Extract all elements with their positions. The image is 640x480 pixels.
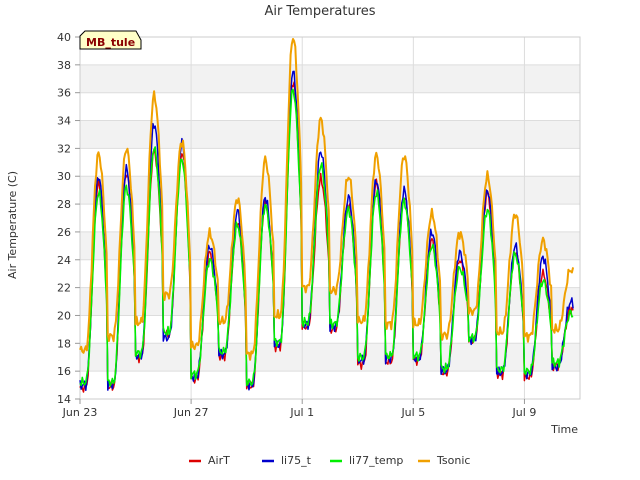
plot-band [80, 176, 580, 205]
site-badge-box [79, 30, 142, 50]
x-tick-label: Jul 5 [400, 406, 425, 419]
legend-label: li75_t [281, 454, 312, 467]
plot-band [80, 120, 580, 149]
plot-band [80, 37, 580, 65]
y-tick-label: 18 [57, 337, 71, 350]
plot-band [80, 371, 580, 399]
y-tick-label: 26 [57, 226, 71, 239]
y-tick-label: 20 [57, 309, 71, 322]
series-layer [79, 38, 575, 393]
plot-band [80, 64, 580, 93]
y-tick-label: 32 [57, 142, 71, 155]
x-axis-label: Time [550, 423, 578, 436]
y-tick-label: 28 [57, 198, 71, 211]
x-tick-label: Jul 9 [512, 406, 537, 419]
chart-title: Air Temperatures [264, 4, 375, 19]
plot-band [80, 92, 580, 121]
x-tick-label: Jun 23 [62, 406, 98, 419]
plot-frame [79, 36, 581, 400]
series-line-tsonic [79, 38, 575, 361]
y-axis-label: Air Temperature (C) [6, 171, 19, 279]
x-tick-label: Jun 27 [173, 406, 209, 419]
y-tick-label: 34 [57, 115, 71, 128]
legend-label: li77_temp [349, 454, 403, 467]
legend-label: Tsonic [436, 454, 470, 467]
y-tick-label: 38 [57, 59, 71, 72]
y-tick-label: 16 [57, 365, 71, 378]
x-tick-label: Jul 1 [289, 406, 314, 419]
y-tick-label: 36 [57, 87, 71, 100]
y-tick-label: 30 [57, 170, 71, 183]
site-badge: MB_tule [79, 30, 142, 50]
y-tick-label: 24 [57, 254, 71, 267]
y-tick-label: 40 [57, 31, 71, 44]
x-axis-ticks: Jun 23 Jun 27 Jul 1 Jul 5 Jul 9 [62, 399, 537, 419]
y-tick-label: 22 [57, 282, 71, 295]
y-tick-label: 14 [57, 393, 71, 406]
legend-label: AirT [208, 454, 230, 467]
legend: AirT li75_t li77_temp Tsonic [189, 454, 470, 467]
plot-band [80, 148, 580, 177]
site-badge-label: MB_tule [86, 36, 135, 49]
y-axis-ticks: 14 16 18 20 22 24 26 28 30 32 34 36 38 40 [57, 31, 80, 406]
